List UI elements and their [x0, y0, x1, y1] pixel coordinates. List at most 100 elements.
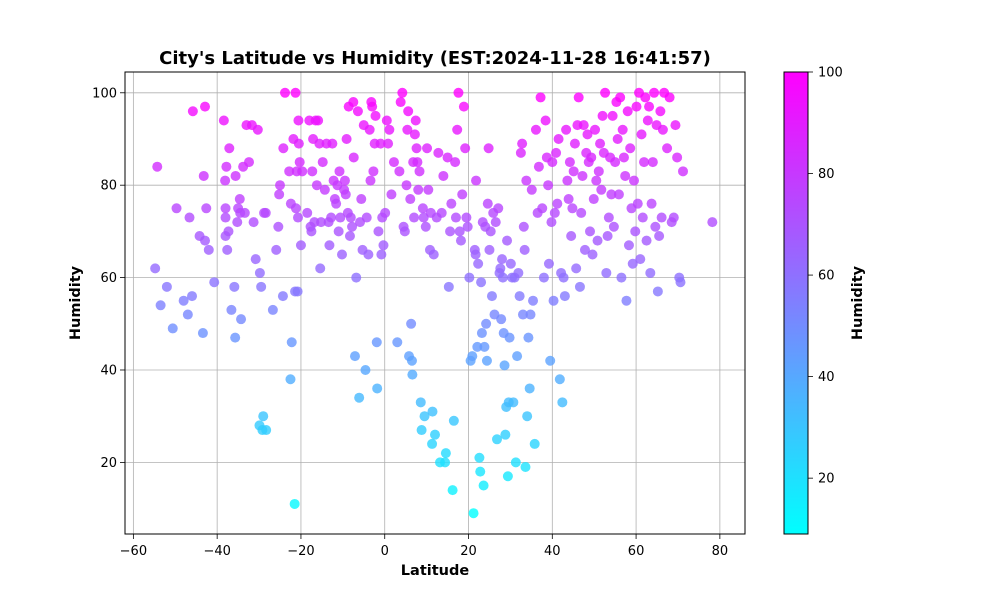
data-point: [540, 115, 551, 126]
data-point: [538, 272, 549, 283]
data-point: [608, 221, 619, 232]
data-point: [640, 92, 651, 103]
data-point: [588, 194, 599, 205]
data-point: [278, 143, 289, 154]
data-point: [352, 106, 363, 117]
data-point: [436, 207, 447, 218]
x-tick-label: −60: [120, 544, 147, 559]
data-point: [574, 281, 585, 292]
data-point: [218, 115, 229, 126]
data-point: [612, 133, 623, 144]
y-axis-ticks: 20 40 60 80 100: [92, 86, 125, 471]
data-point: [275, 180, 285, 191]
data-point: [467, 351, 478, 362]
data-point: [472, 341, 483, 352]
data-point: [585, 226, 595, 237]
colorbar-gradient: [783, 71, 809, 535]
data-point: [547, 157, 558, 168]
data-point: [464, 272, 475, 283]
data-point: [234, 194, 245, 205]
data-point: [601, 267, 612, 278]
data-point: [271, 244, 282, 255]
x-tick-label: 20: [460, 544, 477, 559]
data-point: [409, 212, 420, 223]
data-point: [561, 124, 572, 135]
data-point: [348, 152, 359, 163]
data-point: [632, 198, 643, 209]
data-point: [649, 87, 660, 98]
data-point: [220, 212, 231, 223]
x-tick-label: 40: [544, 544, 561, 559]
data-point: [335, 212, 346, 223]
data-point: [277, 291, 288, 302]
data-point: [295, 240, 306, 251]
data-point: [566, 231, 577, 242]
colorbar-tick-label: 20: [818, 472, 835, 487]
data-point: [220, 175, 231, 186]
data-point: [397, 87, 408, 98]
data-point: [236, 314, 247, 325]
data-point: [628, 175, 639, 186]
data-point: [412, 157, 423, 168]
data-point: [470, 249, 481, 260]
data-point: [535, 92, 546, 103]
data-point: [576, 207, 587, 218]
data-point: [631, 101, 642, 112]
data-point: [388, 157, 399, 168]
colorbar-ticks: 20 40 60 80 100: [808, 66, 843, 487]
data-point: [610, 157, 621, 168]
data-point: [317, 157, 328, 168]
data-point: [410, 115, 421, 126]
data-point: [600, 87, 611, 98]
data-point: [662, 143, 673, 154]
y-axis-title: Humidity: [68, 265, 84, 340]
data-point: [543, 258, 554, 269]
data-point: [372, 383, 383, 394]
data-point: [553, 133, 564, 144]
data-point: [152, 161, 163, 172]
data-point: [630, 226, 641, 237]
data-point: [442, 152, 453, 163]
data-point: [582, 129, 593, 140]
data-point: [229, 281, 240, 292]
data-point: [411, 143, 422, 154]
data-point: [311, 180, 322, 191]
data-point: [294, 157, 305, 168]
data-point: [664, 92, 675, 103]
data-point: [528, 295, 539, 306]
data-point: [678, 166, 688, 177]
data-point: [333, 226, 344, 237]
data-point: [414, 166, 425, 177]
data-point: [657, 124, 668, 135]
data-point: [319, 184, 330, 195]
data-point: [559, 291, 570, 302]
data-point: [405, 194, 416, 205]
data-point: [616, 272, 627, 283]
data-point: [171, 203, 182, 214]
data-point: [549, 207, 560, 218]
data-point: [558, 272, 569, 283]
data-point: [497, 272, 508, 283]
data-point: [613, 189, 624, 200]
data-point: [187, 291, 198, 302]
data-point: [482, 198, 493, 209]
data-point: [187, 106, 198, 117]
data-point: [525, 309, 536, 320]
data-point: [573, 92, 584, 103]
data-point: [360, 364, 371, 375]
data-point: [380, 207, 391, 218]
data-point: [602, 231, 613, 242]
data-point: [150, 263, 161, 274]
data-point: [481, 318, 492, 329]
x-tick-label: 60: [628, 544, 645, 559]
data-point: [259, 207, 270, 218]
data-point: [373, 226, 384, 237]
data-point: [508, 397, 519, 408]
data-point: [306, 226, 317, 237]
data-point: [650, 221, 661, 232]
data-point: [395, 97, 406, 108]
data-point: [479, 341, 490, 352]
data-point: [420, 221, 431, 232]
data-point: [443, 281, 454, 292]
data-point: [552, 198, 563, 209]
